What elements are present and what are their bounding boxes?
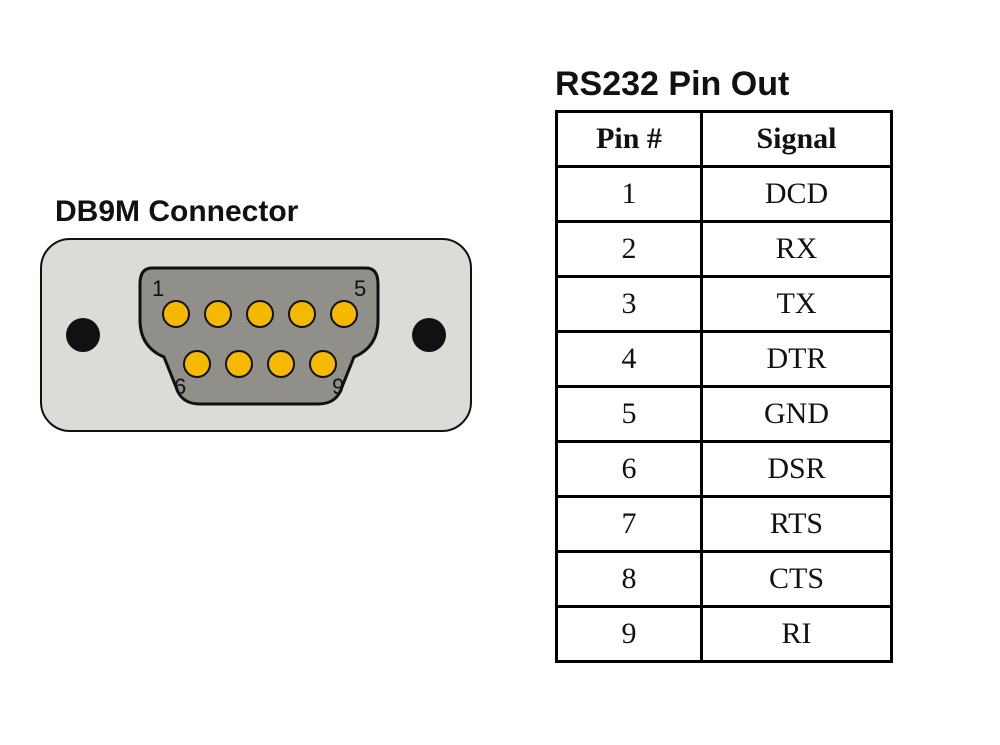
pin-label-1: 1 [152, 276, 164, 302]
diagram-canvas: DB9M Connector 1 5 6 9 [0, 0, 1000, 745]
cell-signal: RTS [702, 497, 892, 552]
pin-3 [246, 300, 274, 328]
pinout-table: Pin # Signal 1 DCD 2 RX 3 TX 4 DTR 5 [555, 110, 893, 663]
cell-pin: 7 [557, 497, 702, 552]
header-pin: Pin # [557, 112, 702, 167]
connector-title: DB9M Connector [55, 195, 298, 229]
header-signal: Signal [702, 112, 892, 167]
cell-signal: CTS [702, 552, 892, 607]
table-row: 3 TX [557, 277, 892, 332]
cell-signal: GND [702, 387, 892, 442]
table-row: 6 DSR [557, 442, 892, 497]
pin-7 [225, 350, 253, 378]
table-header-row: Pin # Signal [557, 112, 892, 167]
pin-1 [162, 300, 190, 328]
cell-signal: RI [702, 607, 892, 662]
cell-signal: DTR [702, 332, 892, 387]
table-row: 9 RI [557, 607, 892, 662]
pin-label-6: 6 [174, 374, 186, 400]
pin-6 [183, 350, 211, 378]
pin-8 [267, 350, 295, 378]
cell-signal: TX [702, 277, 892, 332]
table-row: 4 DTR [557, 332, 892, 387]
pin-4 [288, 300, 316, 328]
connector-screw-left [66, 318, 100, 352]
table-row: 7 RTS [557, 497, 892, 552]
cell-pin: 6 [557, 442, 702, 497]
cell-pin: 2 [557, 222, 702, 277]
cell-signal: RX [702, 222, 892, 277]
cell-pin: 3 [557, 277, 702, 332]
table-row: 1 DCD [557, 167, 892, 222]
cell-pin: 4 [557, 332, 702, 387]
table-body: 1 DCD 2 RX 3 TX 4 DTR 5 GND 6 DSR [557, 167, 892, 662]
pin-label-5: 5 [354, 276, 366, 302]
table-row: 5 GND [557, 387, 892, 442]
pin-5 [330, 300, 358, 328]
connector-outer-shell: 1 5 6 9 [40, 238, 472, 432]
cell-pin: 5 [557, 387, 702, 442]
cell-pin: 9 [557, 607, 702, 662]
cell-signal: DSR [702, 442, 892, 497]
pin-label-9: 9 [332, 374, 344, 400]
table-row: 2 RX [557, 222, 892, 277]
table-row: 8 CTS [557, 552, 892, 607]
connector-screw-right [412, 318, 446, 352]
connector-pins: 1 5 6 9 [134, 262, 384, 407]
cell-signal: DCD [702, 167, 892, 222]
cell-pin: 1 [557, 167, 702, 222]
pin-2 [204, 300, 232, 328]
cell-pin: 8 [557, 552, 702, 607]
table-title: RS232 Pin Out [555, 65, 789, 104]
